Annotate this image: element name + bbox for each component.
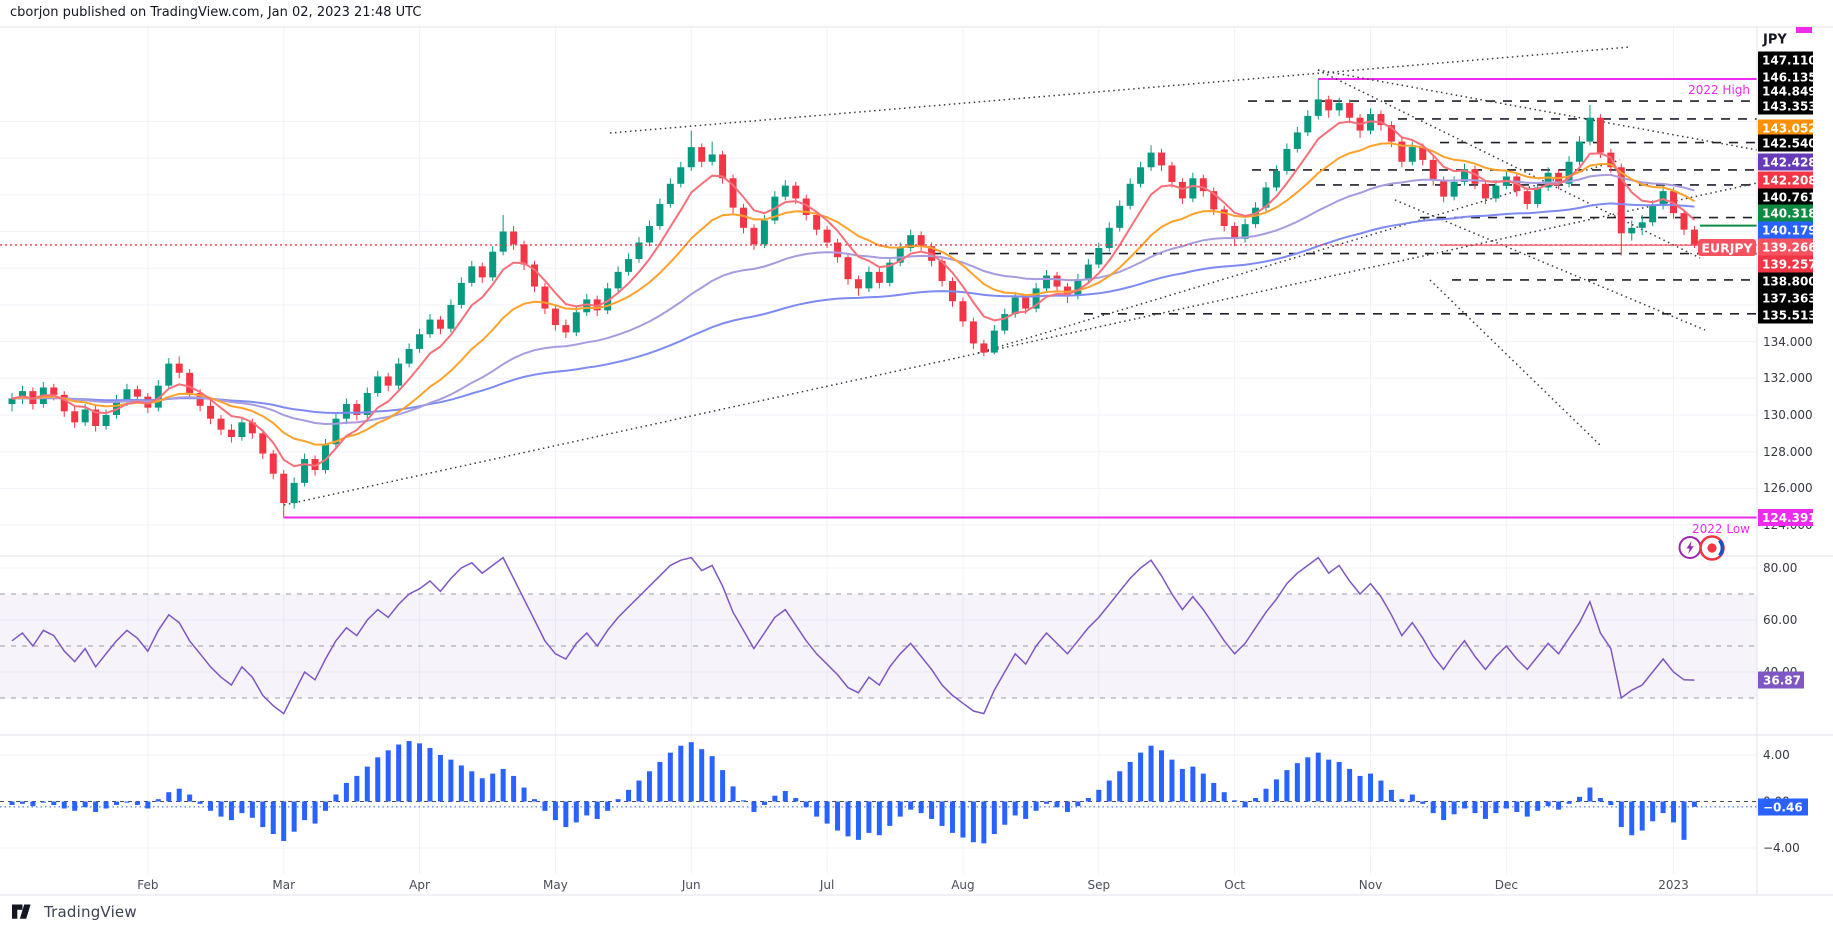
time-label-May: May bbox=[543, 878, 568, 892]
price-level-label bbox=[1758, 51, 1813, 69]
histogram-value-label bbox=[1758, 798, 1808, 816]
price-tick: 134.000 bbox=[1763, 335, 1813, 349]
pane-separators bbox=[0, 26, 1833, 896]
price-tick: 126.000 bbox=[1763, 481, 1813, 495]
symbol-price-tag: EURJPY bbox=[1698, 239, 1756, 256]
boost-lightning-icon[interactable] bbox=[1678, 536, 1702, 559]
rsi-band bbox=[0, 593, 1757, 699]
rsi-tick: 80.00 bbox=[1763, 561, 1797, 575]
tradingview-wordmark: TradingView bbox=[44, 902, 137, 921]
svg-text:147.110: 147.110 bbox=[1762, 54, 1817, 68]
reaction-icons bbox=[1676, 532, 1728, 564]
price-level-label bbox=[1758, 221, 1813, 239]
time-label-Apr: Apr bbox=[409, 878, 430, 892]
price-level-label bbox=[1758, 134, 1813, 152]
low-annotation: 2022 Low bbox=[1692, 522, 1750, 536]
svg-text:139.266: 139.266 bbox=[1762, 241, 1817, 255]
extreme-lines bbox=[284, 78, 1757, 519]
svg-text:135.513: 135.513 bbox=[1762, 309, 1817, 323]
price-level-label bbox=[1758, 119, 1813, 137]
price-axis[interactable]: JPY 134.000 132.000 130.000 128.000 126.000 12… bbox=[1758, 27, 1817, 532]
time-label-Jun: Jun bbox=[681, 878, 701, 892]
time-label-Mar: Mar bbox=[272, 878, 295, 892]
price-level-label bbox=[1758, 204, 1813, 222]
svg-text:139.257: 139.257 bbox=[1762, 258, 1817, 272]
rsi-value-label bbox=[1758, 671, 1804, 689]
svg-text:140.761: 140.761 bbox=[1762, 191, 1817, 205]
time-label-Jul: Jul bbox=[819, 878, 834, 892]
time-axis[interactable]: Feb Mar Apr May Jun Jul Aug Sep Oct Nov Dec 2023 bbox=[137, 878, 1689, 892]
time-label-Oct: Oct bbox=[1224, 878, 1245, 892]
histogram-bars bbox=[9, 741, 1697, 844]
grid-lines bbox=[0, 27, 1757, 874]
price-level-label bbox=[1758, 68, 1813, 86]
sma-slow-line bbox=[11, 173, 1695, 426]
svg-text:146.135: 146.135 bbox=[1762, 71, 1817, 85]
time-label-Feb: Feb bbox=[137, 878, 158, 892]
svg-text:138.800: 138.800 bbox=[1762, 275, 1817, 289]
time-label-Dec: Dec bbox=[1495, 878, 1518, 892]
trendlines bbox=[283, 46, 1758, 506]
svg-text:143.052: 143.052 bbox=[1762, 122, 1817, 136]
svg-text:142.428: 142.428 bbox=[1762, 156, 1817, 170]
price-level-label bbox=[1758, 188, 1813, 206]
record-dot-icon[interactable] bbox=[1699, 535, 1725, 561]
time-label-2023: 2023 bbox=[1658, 878, 1689, 892]
svg-text:143.353: 143.353 bbox=[1762, 100, 1817, 114]
tradingview-branding[interactable]: TradingView bbox=[12, 901, 137, 922]
svg-text:EURJPY: EURJPY bbox=[1701, 241, 1753, 256]
high-annotation: 2022 High bbox=[1688, 83, 1750, 97]
svg-text:124.391: 124.391 bbox=[1762, 511, 1817, 525]
price-level-label bbox=[1758, 306, 1813, 324]
price-axis-currency: JPY bbox=[1762, 33, 1787, 48]
sma-slowest-line bbox=[11, 202, 1695, 415]
time-label-Sep: Sep bbox=[1087, 878, 1110, 892]
extreme-annotations: 2022 High 2022 Low bbox=[1688, 83, 1750, 536]
price-level-label bbox=[1758, 238, 1813, 256]
svg-text:142.540: 142.540 bbox=[1762, 137, 1817, 151]
svg-text:142.208: 142.208 bbox=[1762, 174, 1817, 188]
histogram-tick: −4.00 bbox=[1763, 841, 1800, 855]
price-level-label bbox=[1758, 153, 1813, 171]
rsi-line bbox=[11, 556, 1695, 715]
svg-text:137.363: 137.363 bbox=[1762, 292, 1817, 306]
svg-text:144.849: 144.849 bbox=[1762, 85, 1817, 99]
price-level-label bbox=[1758, 272, 1813, 290]
tradingview-logo-icon bbox=[12, 904, 31, 919]
price-tick: 128.000 bbox=[1763, 445, 1813, 459]
histogram-tick: 4.00 bbox=[1763, 748, 1790, 762]
attribution-text: cborjon published on TradingView.com, Ja… bbox=[10, 5, 422, 20]
svg-text:36.87: 36.87 bbox=[1763, 674, 1801, 688]
price-level-label bbox=[1758, 255, 1813, 273]
rsi-tick: 60.00 bbox=[1763, 613, 1797, 627]
price-level-label bbox=[1758, 171, 1813, 189]
svg-text:140.179: 140.179 bbox=[1762, 224, 1817, 238]
time-label-Aug: Aug bbox=[951, 878, 974, 892]
price-level-label bbox=[1758, 82, 1813, 100]
sma-medium-line bbox=[11, 142, 1695, 446]
sma-fast-line bbox=[11, 120, 1696, 468]
price-level-label bbox=[1758, 97, 1813, 115]
time-label-Nov: Nov bbox=[1359, 878, 1382, 892]
clipped-label-fragment bbox=[1796, 27, 1812, 33]
svg-text:−0.46: −0.46 bbox=[1763, 801, 1803, 815]
svg-text:140.318: 140.318 bbox=[1762, 207, 1817, 221]
low-extreme-label bbox=[1758, 509, 1813, 526]
price-tick: 130.000 bbox=[1763, 408, 1813, 422]
price-tick: 132.000 bbox=[1763, 371, 1813, 385]
price-level-label bbox=[1758, 289, 1813, 307]
